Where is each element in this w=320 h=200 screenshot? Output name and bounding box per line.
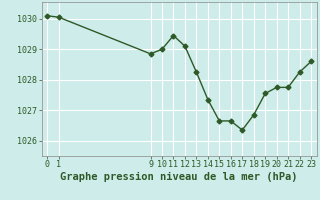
X-axis label: Graphe pression niveau de la mer (hPa): Graphe pression niveau de la mer (hPa)	[60, 172, 298, 182]
